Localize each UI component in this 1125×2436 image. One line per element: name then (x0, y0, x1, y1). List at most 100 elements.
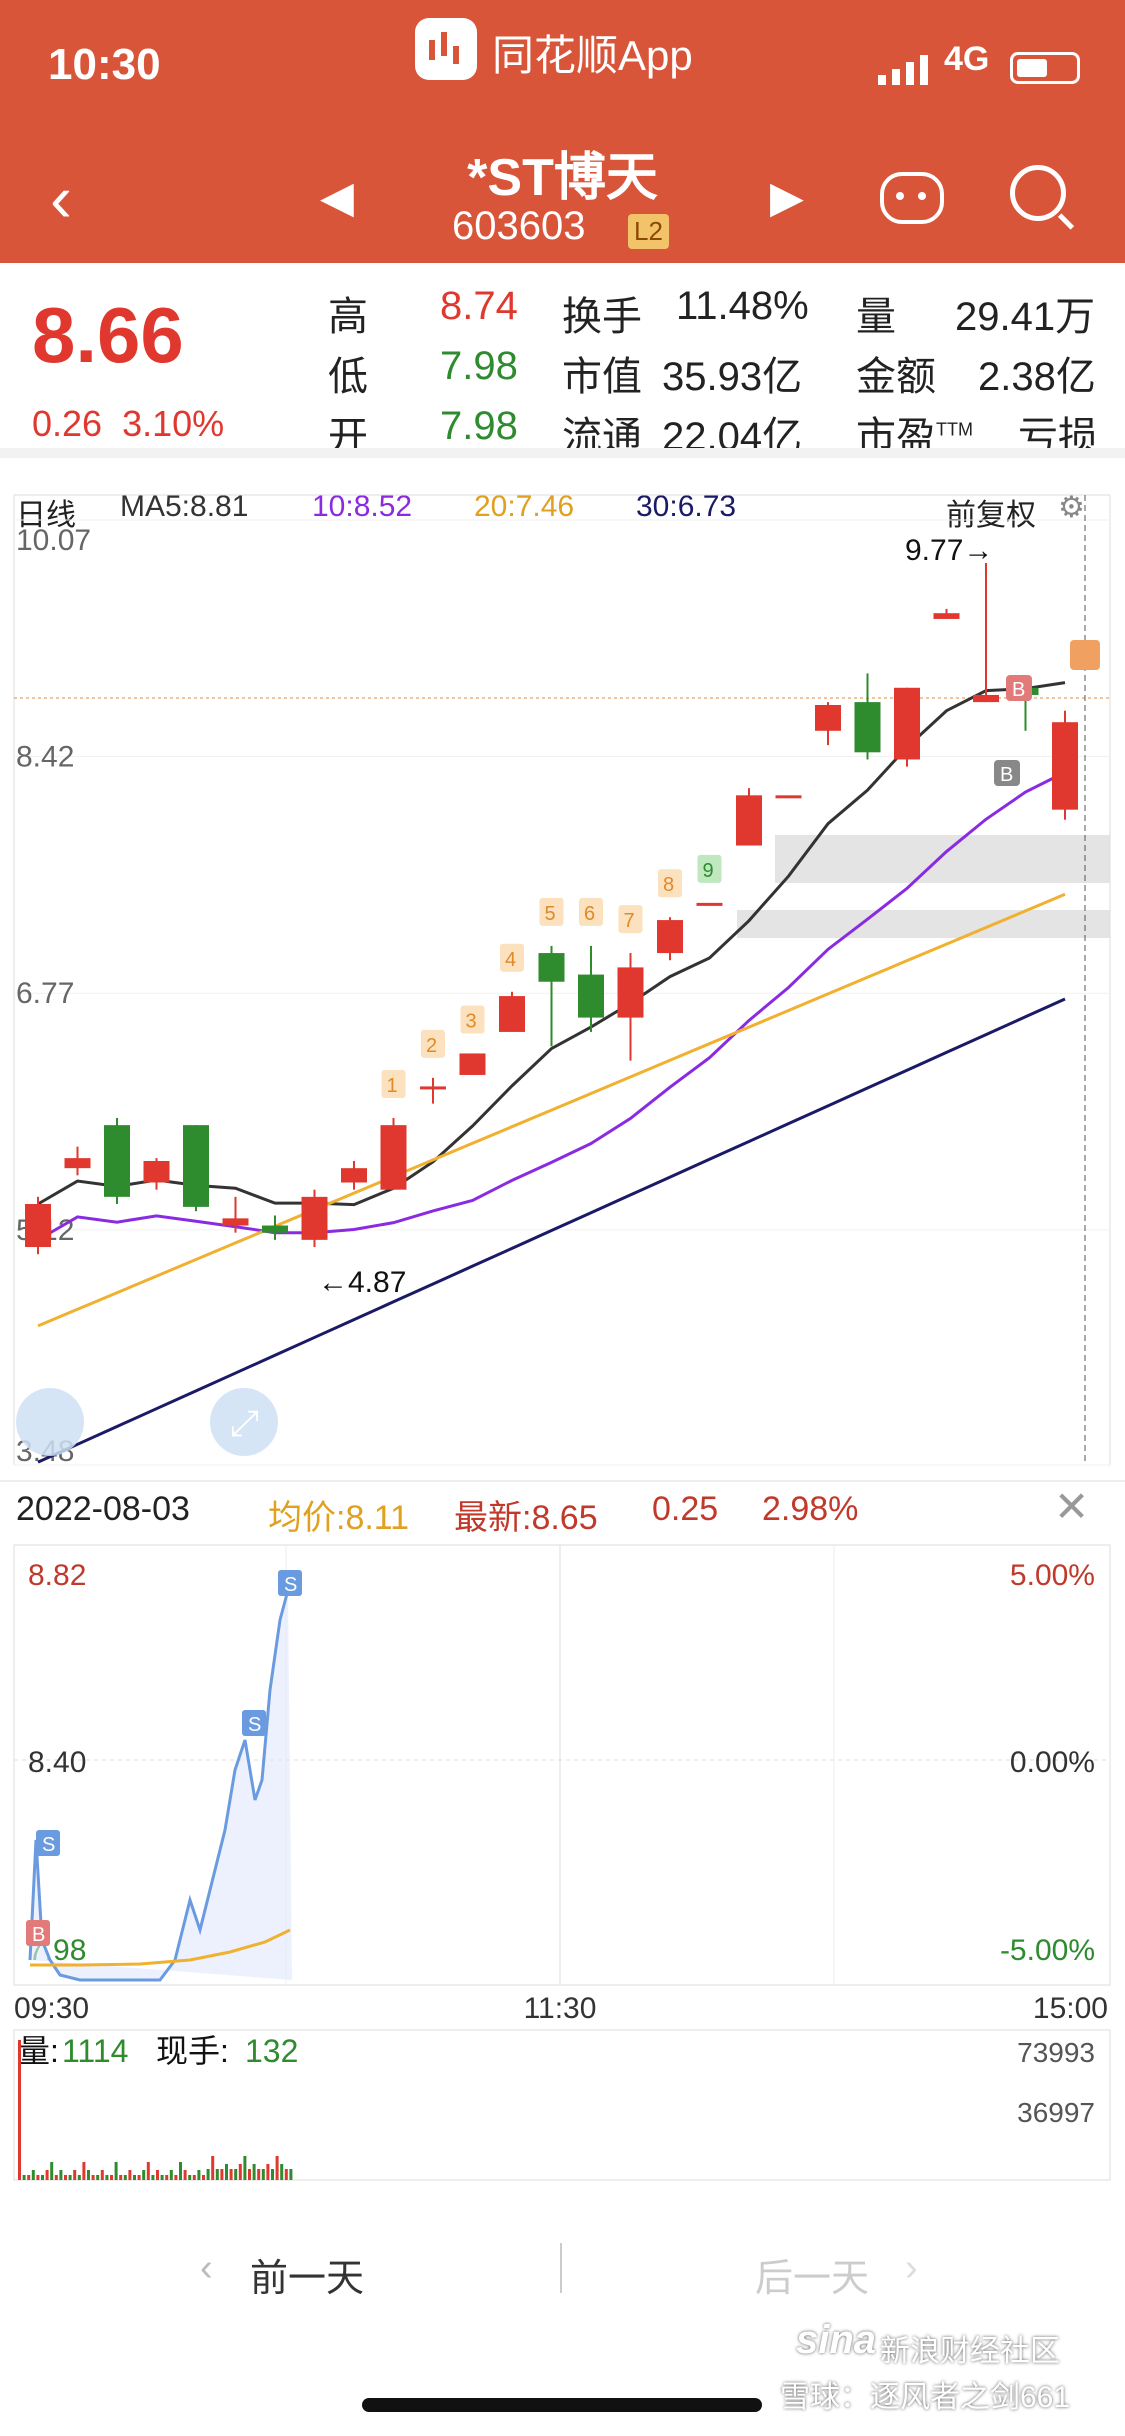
volume-bar (289, 2169, 293, 2180)
volume-bar (110, 2175, 113, 2180)
intraday-x-start: 09:30 (14, 1992, 89, 2025)
candle-body (933, 613, 960, 619)
volume-bar (248, 2169, 251, 2180)
count-marker (579, 897, 603, 926)
volume-bar (133, 2175, 136, 2180)
volume-bar (100, 2170, 104, 2180)
gap-zone (737, 910, 1110, 938)
status-time: 10:30 (48, 40, 161, 89)
volume-value: 29.41万 (955, 295, 1096, 339)
volume-bar (91, 2175, 95, 2180)
vol-axis-top: 73993 (1017, 2037, 1095, 2068)
adjust-selector[interactable]: 前复权 (946, 499, 1036, 532)
battery-icon (1010, 52, 1080, 84)
candle-body (499, 996, 525, 1032)
candle-body (854, 702, 881, 753)
next-day-button[interactable]: 后一天 (755, 2258, 870, 2300)
watermark-brand: sina (796, 2318, 877, 2362)
candle-body (341, 1168, 367, 1183)
home-indicator (362, 2398, 762, 2412)
next-stock-button[interactable]: ▶ (770, 173, 804, 222)
gap-zone (775, 835, 1110, 883)
volume-bar (119, 2175, 123, 2180)
y-axis-label: 8.42 (16, 741, 74, 774)
candle-body (894, 687, 920, 760)
intraday-chart[interactable]: 8.82 8.40 7.98 5.00% 0.00% -5.00% S S S … (0, 1540, 1125, 2220)
y-axis-label: 10.07 (16, 524, 91, 557)
candle-body (973, 694, 999, 703)
avg-price-line (30, 1928, 291, 1967)
hand-value: 132 (245, 2033, 298, 2069)
intraday-x-end: 15:00 (1033, 1992, 1108, 2025)
candle-body (25, 1204, 51, 1248)
intraday-change: 0.25 (652, 1490, 719, 1528)
period-selector[interactable]: 日线 (16, 499, 76, 532)
chevron-right-icon: › (905, 2247, 918, 2289)
current-price: 8.66 (32, 291, 184, 379)
count-marker-label: 1 (387, 1075, 398, 1097)
count-marker (500, 943, 524, 972)
volume-bar (27, 2175, 31, 2180)
volume-bar (41, 2175, 44, 2180)
ma10-line (37, 770, 1066, 1242)
watermark-author: 雪球：逐风者之剑661 (780, 2381, 1071, 2414)
volume-bar (160, 2175, 164, 2180)
fold-icon[interactable] (16, 1388, 84, 1456)
high-label: 高 (328, 295, 368, 339)
volume-bar (36, 2175, 40, 2180)
chevron-left-icon: ‹ (200, 2247, 213, 2289)
turnover-value: 11.48% (676, 284, 809, 328)
intraday-pct-top: 5.00% (1010, 1559, 1095, 1592)
count-marker-label: 4 (505, 949, 516, 971)
search-icon[interactable] (1010, 165, 1066, 221)
robot-assistant-icon[interactable] (880, 172, 944, 224)
volume-bar (261, 2169, 265, 2180)
candle-body (301, 1196, 328, 1240)
volume-bar (169, 2170, 173, 2180)
ma30-line (37, 997, 1066, 1464)
candle-body (64, 1158, 91, 1169)
volume-bar (68, 2175, 72, 2180)
volume-bar (202, 2175, 205, 2180)
candle-body (104, 1125, 130, 1197)
volume-bar (77, 2175, 81, 2180)
mktcap-label: 市值 (562, 355, 642, 399)
close-icon[interactable]: ✕ (1054, 1483, 1090, 1530)
volume-bar (229, 2169, 233, 2180)
hand-label: 现手: (156, 2033, 229, 2069)
candle-body (459, 1053, 486, 1075)
buy-marker (994, 760, 1020, 786)
intraday-avg: 均价:8.11 (268, 1499, 410, 1537)
price-change: 0.26 3.10% (32, 403, 225, 444)
count-marker-label: 5 (545, 903, 556, 925)
count-marker (421, 1029, 445, 1058)
high-value: 8.74 (440, 284, 518, 328)
volume-bar (220, 2169, 224, 2180)
watermark-community: 新浪财经社区 (880, 2335, 1060, 2368)
gear-icon[interactable]: ⚙ (1058, 491, 1085, 524)
volume-bar (257, 2169, 261, 2180)
y-axis-label: 6.77 (16, 977, 74, 1010)
buy-marker (26, 1920, 50, 1946)
volume-bar (225, 2164, 228, 2180)
day-nav: ‹ 前一天 后一天 › (0, 2235, 1125, 2315)
candle-body (657, 920, 683, 954)
volume-bar (183, 2170, 187, 2180)
buy-marker-label: B (1012, 679, 1025, 701)
volume-bar (238, 2164, 242, 2180)
candle-body (183, 1125, 209, 1207)
open-value: 7.98 (440, 404, 518, 448)
volume-bar (197, 2170, 201, 2180)
prev-stock-button[interactable]: ◀ (320, 173, 354, 222)
prev-day-button[interactable]: 前一天 (250, 2258, 365, 2300)
candle-body (538, 953, 565, 982)
candle-body (420, 1086, 446, 1090)
network-type: 4G (944, 40, 990, 78)
candle-body (143, 1160, 170, 1183)
back-button[interactable]: ‹ (50, 161, 72, 235)
volume-bar (137, 2175, 141, 2180)
expand-icon[interactable] (210, 1388, 278, 1456)
turnover-label: 换手 (562, 295, 642, 339)
count-marker-label: 8 (663, 874, 674, 896)
